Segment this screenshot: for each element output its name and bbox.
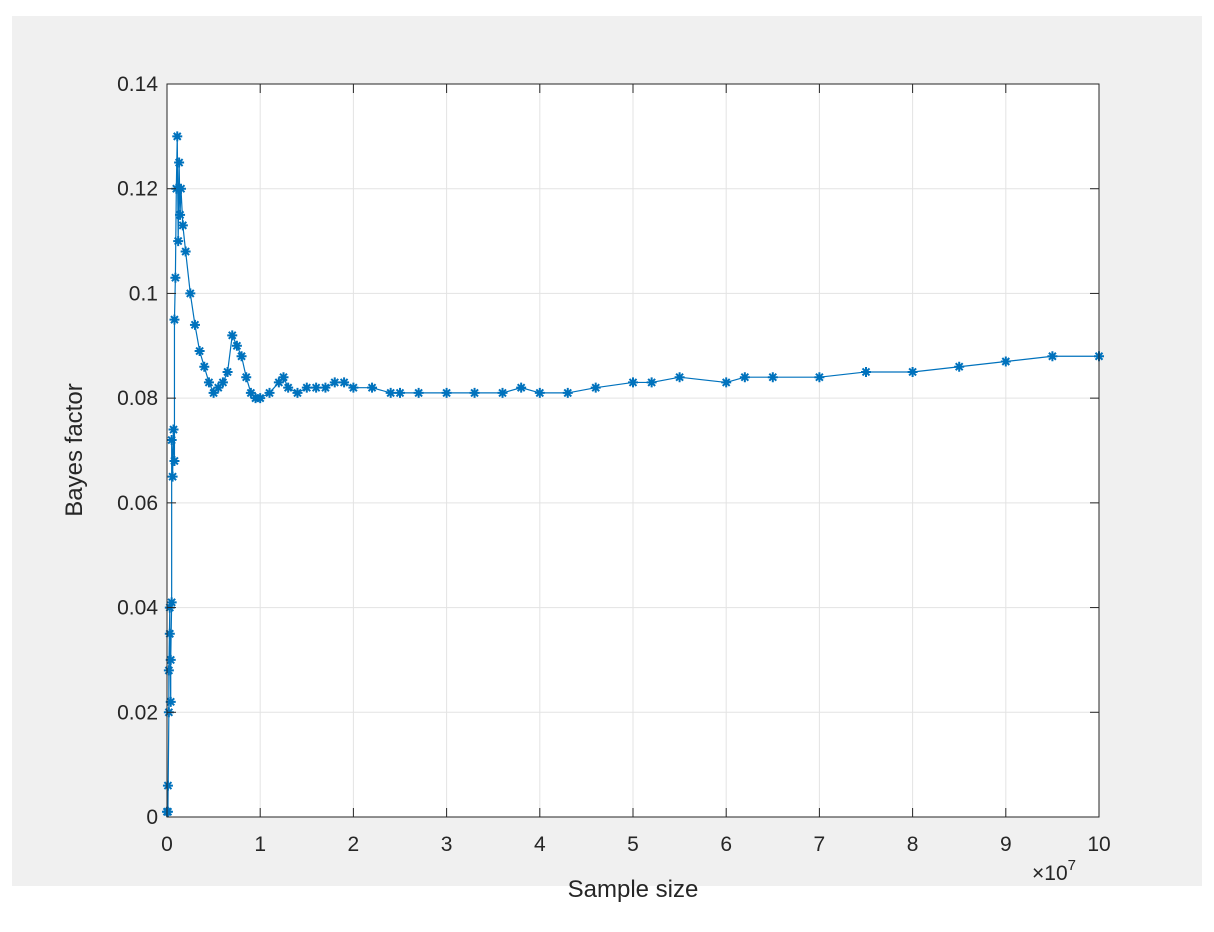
data-point — [907, 366, 918, 377]
y-tick-label: 0.04 — [117, 597, 158, 620]
data-series — [162, 131, 1104, 817]
data-point — [516, 382, 527, 393]
x-tick-label: 3 — [441, 833, 453, 856]
data-point — [1047, 351, 1058, 362]
data-point — [1000, 356, 1011, 367]
x-tick-label: 0 — [161, 833, 173, 856]
y-tick-label: 0.14 — [117, 73, 158, 96]
data-point — [283, 382, 294, 393]
data-point — [562, 387, 573, 398]
data-point — [628, 377, 638, 388]
data-point — [245, 387, 256, 398]
y-tick-labels: 0 0.02 0.04 0.06 0.08 0.1 0.12 0.14 — [117, 73, 158, 829]
data-point — [954, 361, 965, 372]
data-point — [861, 366, 871, 377]
data-point — [170, 272, 181, 283]
data-point — [469, 387, 480, 398]
data-point — [441, 387, 452, 398]
data-point — [590, 382, 601, 393]
data-point — [166, 597, 177, 608]
data-point — [164, 628, 175, 639]
data-point — [329, 377, 340, 388]
x-tick-label: 10 — [1087, 833, 1110, 856]
data-point — [311, 382, 322, 393]
data-point — [241, 372, 252, 383]
x-axis-label: Sample size — [568, 876, 699, 903]
y-tick-label: 0.1 — [129, 282, 158, 305]
x-tick-label: 9 — [1000, 833, 1012, 856]
data-point — [203, 377, 214, 388]
data-point — [301, 382, 312, 393]
data-point — [236, 351, 247, 362]
data-point — [194, 346, 205, 357]
data-point — [227, 330, 238, 341]
x-tick-label: 6 — [720, 833, 732, 856]
data-point — [339, 377, 350, 388]
data-point — [174, 157, 185, 168]
data-point — [162, 806, 173, 817]
data-point — [208, 387, 219, 398]
x-tick-label: 4 — [534, 833, 546, 856]
y-tick-label: 0.08 — [117, 387, 158, 410]
data-point — [646, 377, 657, 388]
y-tick-label: 0.06 — [117, 492, 158, 515]
data-point — [189, 319, 200, 330]
data-point — [255, 393, 266, 404]
y-tick-label: 0 — [146, 806, 158, 829]
data-point — [278, 372, 289, 383]
data-point — [168, 424, 179, 435]
x-exponent-power: 7 — [1068, 857, 1076, 874]
data-point — [172, 131, 183, 142]
data-point — [185, 288, 196, 299]
data-point — [167, 471, 178, 482]
data-point — [165, 696, 176, 707]
data-point — [175, 183, 186, 194]
data-point — [273, 377, 284, 388]
data-point — [165, 654, 176, 665]
data-point — [292, 387, 303, 398]
data-point — [162, 780, 173, 791]
data-point — [169, 314, 180, 325]
data-point — [721, 377, 732, 388]
x-tick-label: 2 — [348, 833, 360, 856]
data-point — [264, 387, 275, 398]
x-exponent-label: ×107 — [1032, 857, 1076, 885]
tick-marks — [166, 83, 1100, 818]
data-point — [367, 382, 378, 393]
data-point — [213, 382, 224, 393]
data-point — [320, 382, 331, 393]
x-tick-label: 5 — [627, 833, 639, 856]
data-point — [173, 236, 184, 247]
y-axis-label: Bayes factor — [61, 383, 88, 516]
data-point — [231, 340, 242, 351]
x-tick-label: 8 — [907, 833, 919, 856]
x-tick-label: 1 — [254, 833, 266, 856]
data-point — [497, 387, 508, 398]
data-point — [199, 361, 210, 372]
data-point — [169, 455, 180, 466]
y-tick-label: 0.02 — [117, 701, 158, 724]
data-point — [674, 372, 685, 383]
data-point — [534, 387, 545, 398]
data-point — [175, 209, 186, 220]
data-point — [222, 366, 233, 377]
data-point — [395, 387, 405, 398]
data-point — [739, 372, 750, 383]
x-exponent-base: ×10 — [1032, 862, 1068, 885]
data-point — [767, 372, 778, 383]
x-tick-label: 7 — [814, 833, 826, 856]
data-point — [348, 382, 359, 393]
data-point — [177, 220, 188, 231]
data-point — [166, 435, 177, 446]
data-point — [180, 246, 191, 257]
data-point — [217, 377, 228, 388]
data-point — [814, 372, 825, 383]
x-tick-labels: 0 1 2 3 4 5 6 7 8 9 10 — [161, 833, 1111, 856]
y-tick-label: 0.12 — [117, 178, 158, 201]
data-point — [413, 387, 424, 398]
data-point — [163, 665, 174, 676]
data-point — [385, 387, 396, 398]
